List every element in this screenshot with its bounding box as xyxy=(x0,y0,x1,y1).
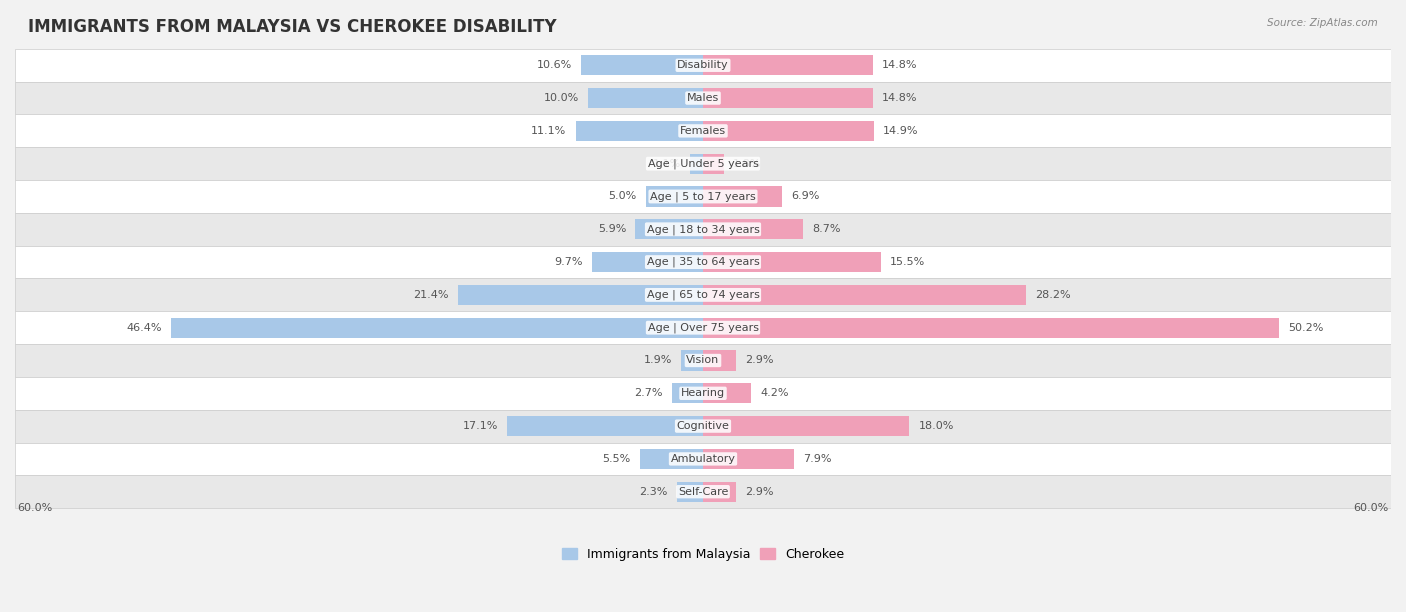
Text: 11.1%: 11.1% xyxy=(531,126,567,136)
Bar xyxy=(703,186,782,207)
Text: 60.0%: 60.0% xyxy=(1354,503,1389,513)
Bar xyxy=(575,121,703,141)
Bar xyxy=(645,186,703,207)
Bar xyxy=(703,219,803,239)
Bar xyxy=(15,312,1391,344)
Text: IMMIGRANTS FROM MALAYSIA VS CHEROKEE DISABILITY: IMMIGRANTS FROM MALAYSIA VS CHEROKEE DIS… xyxy=(28,18,557,36)
Text: 5.9%: 5.9% xyxy=(598,224,626,234)
Bar xyxy=(508,416,703,436)
Bar xyxy=(15,180,1391,213)
Text: 4.2%: 4.2% xyxy=(761,388,789,398)
Text: 8.7%: 8.7% xyxy=(811,224,841,234)
Bar xyxy=(457,285,703,305)
Bar xyxy=(15,442,1391,476)
Text: 7.9%: 7.9% xyxy=(803,454,831,464)
Text: 14.9%: 14.9% xyxy=(883,126,918,136)
Bar xyxy=(703,285,1026,305)
Text: Source: ZipAtlas.com: Source: ZipAtlas.com xyxy=(1267,18,1378,28)
Text: 14.8%: 14.8% xyxy=(882,60,917,70)
Bar xyxy=(15,49,1391,81)
Text: Ambulatory: Ambulatory xyxy=(671,454,735,464)
Text: Age | 65 to 74 years: Age | 65 to 74 years xyxy=(647,289,759,300)
Bar xyxy=(703,252,880,272)
Text: Disability: Disability xyxy=(678,60,728,70)
Bar xyxy=(592,252,703,272)
Bar xyxy=(703,318,1278,338)
Bar xyxy=(588,88,703,108)
Text: 1.1%: 1.1% xyxy=(652,159,682,169)
Text: Males: Males xyxy=(688,93,718,103)
Text: 5.0%: 5.0% xyxy=(609,192,637,201)
Text: 17.1%: 17.1% xyxy=(463,421,498,431)
Text: Age | 5 to 17 years: Age | 5 to 17 years xyxy=(650,191,756,202)
Text: Vision: Vision xyxy=(686,356,720,365)
Bar xyxy=(682,350,703,371)
Text: Age | Under 5 years: Age | Under 5 years xyxy=(648,159,758,169)
Text: 60.0%: 60.0% xyxy=(17,503,52,513)
Bar xyxy=(15,213,1391,245)
Text: 2.3%: 2.3% xyxy=(640,487,668,497)
Text: Cognitive: Cognitive xyxy=(676,421,730,431)
Text: 2.9%: 2.9% xyxy=(745,356,773,365)
Bar xyxy=(703,121,875,141)
Text: 10.6%: 10.6% xyxy=(537,60,572,70)
Bar xyxy=(676,482,703,502)
Legend: Immigrants from Malaysia, Cherokee: Immigrants from Malaysia, Cherokee xyxy=(557,543,849,565)
Bar xyxy=(15,344,1391,377)
Bar xyxy=(703,154,724,174)
Text: Self-Care: Self-Care xyxy=(678,487,728,497)
Bar xyxy=(15,377,1391,409)
Bar xyxy=(703,350,737,371)
Text: Hearing: Hearing xyxy=(681,388,725,398)
Bar xyxy=(672,383,703,403)
Bar xyxy=(703,482,737,502)
Text: 9.7%: 9.7% xyxy=(554,257,582,267)
Bar xyxy=(15,278,1391,312)
Text: Age | Over 75 years: Age | Over 75 years xyxy=(648,323,758,333)
Text: 46.4%: 46.4% xyxy=(127,323,162,333)
Text: 14.8%: 14.8% xyxy=(882,93,917,103)
Bar xyxy=(172,318,703,338)
Text: 2.9%: 2.9% xyxy=(745,487,773,497)
Bar xyxy=(703,55,873,75)
Bar xyxy=(640,449,703,469)
Bar xyxy=(15,81,1391,114)
Bar xyxy=(703,383,751,403)
Text: 1.9%: 1.9% xyxy=(644,356,672,365)
Bar xyxy=(15,409,1391,442)
Bar xyxy=(690,154,703,174)
Text: 18.0%: 18.0% xyxy=(918,421,953,431)
Text: Age | 35 to 64 years: Age | 35 to 64 years xyxy=(647,257,759,267)
Bar xyxy=(15,114,1391,147)
Bar xyxy=(15,245,1391,278)
Text: 5.5%: 5.5% xyxy=(603,454,631,464)
Bar xyxy=(15,476,1391,508)
Bar xyxy=(636,219,703,239)
Bar xyxy=(582,55,703,75)
Bar xyxy=(15,147,1391,180)
Text: 15.5%: 15.5% xyxy=(890,257,925,267)
Text: 21.4%: 21.4% xyxy=(413,290,449,300)
Text: Age | 18 to 34 years: Age | 18 to 34 years xyxy=(647,224,759,234)
Text: 50.2%: 50.2% xyxy=(1288,323,1323,333)
Bar xyxy=(703,416,910,436)
Bar xyxy=(703,88,873,108)
Text: Females: Females xyxy=(681,126,725,136)
Text: 28.2%: 28.2% xyxy=(1036,290,1071,300)
Text: 2.7%: 2.7% xyxy=(634,388,662,398)
Text: 10.0%: 10.0% xyxy=(544,93,579,103)
Text: 6.9%: 6.9% xyxy=(792,192,820,201)
Bar xyxy=(703,449,793,469)
Text: 1.8%: 1.8% xyxy=(733,159,761,169)
